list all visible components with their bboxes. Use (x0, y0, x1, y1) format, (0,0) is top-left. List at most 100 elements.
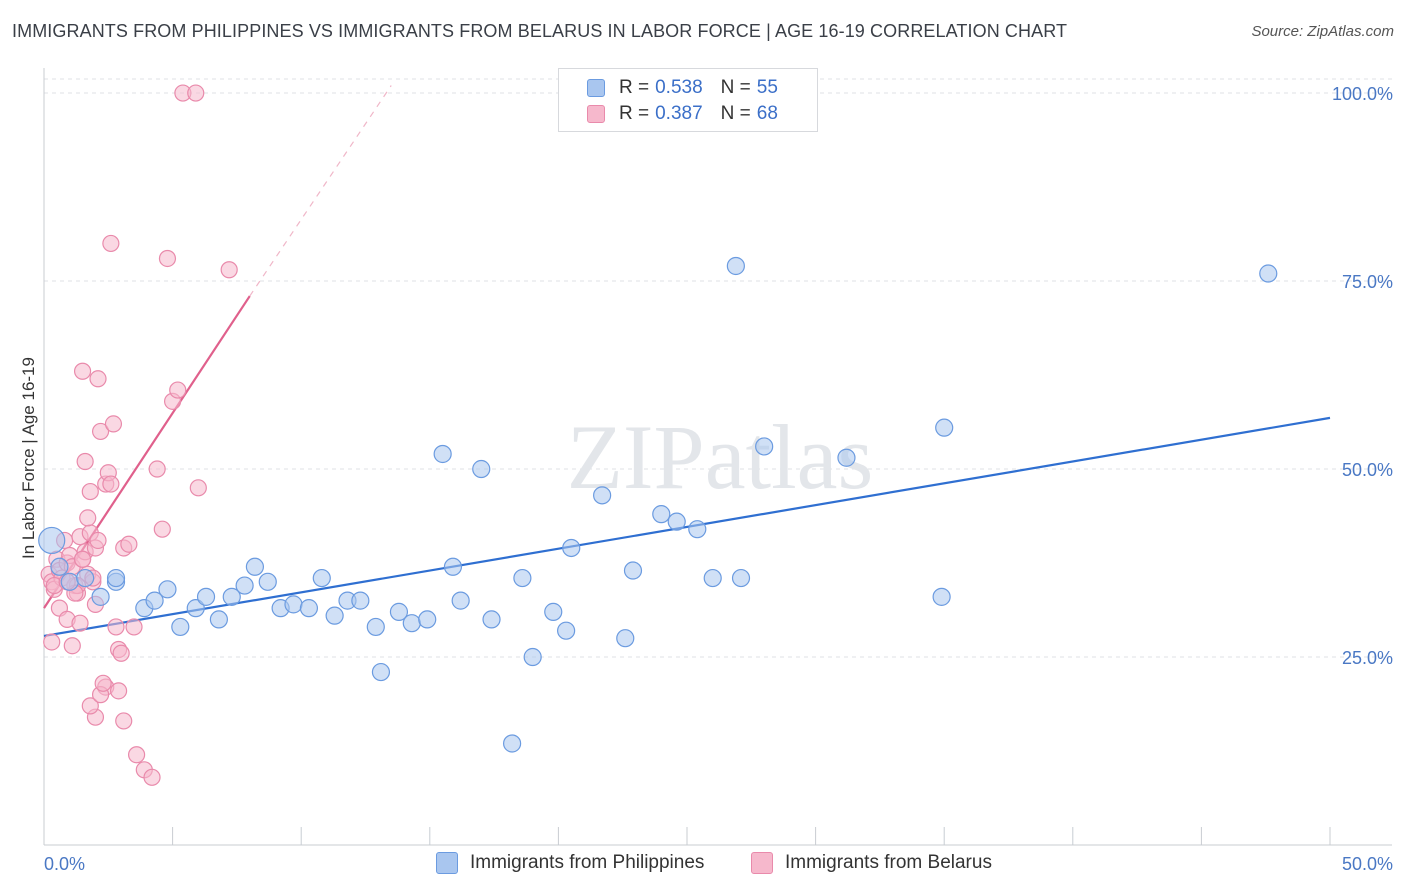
data-point-philippines (523, 647, 542, 667)
data-point-philippines (371, 662, 391, 682)
data-point-belarus (107, 618, 125, 636)
data-point-belarus (73, 362, 92, 380)
data-point-belarus (187, 84, 205, 102)
data-point-philippines (623, 561, 643, 580)
data-point-philippines (312, 568, 331, 588)
y-axis-label: In Labor Force | Age 16-19 (19, 357, 38, 559)
y-tick-label: 25.0% (1342, 648, 1393, 668)
data-point-philippines (726, 256, 745, 276)
data-point-belarus (102, 475, 120, 493)
data-point-philippines (389, 602, 409, 621)
data-point-belarus (115, 712, 133, 730)
data-point-philippines (418, 610, 437, 629)
data-point-philippines (443, 557, 463, 576)
data-point-philippines (932, 587, 951, 606)
data-point-philippines (366, 617, 385, 637)
data-point-philippines (616, 629, 635, 648)
bottom-legend-label-philippines: Immigrants from Philippines (470, 852, 705, 873)
legend-n-label: N = (720, 103, 751, 124)
data-point-belarus (143, 768, 161, 786)
legend-r-label: R = (619, 77, 650, 98)
data-point-philippines (50, 557, 69, 576)
y-tick-label: 100.0% (1332, 84, 1393, 104)
data-point-philippines (196, 587, 216, 606)
data-point-philippines (703, 568, 722, 588)
data-point-philippines (38, 526, 66, 555)
data-point-belarus (120, 535, 138, 553)
data-point-belarus (71, 614, 89, 632)
bottom-legend-swatch-blue (436, 852, 458, 874)
data-point-philippines (76, 568, 95, 588)
data-point-philippines (245, 557, 265, 576)
bottom-legend-label-belarus: Immigrants from Belarus (785, 852, 992, 873)
points-philippines (38, 256, 1278, 753)
bottom-legend-belarus: Immigrants from Belarus (751, 852, 992, 874)
data-point-philippines (1259, 264, 1278, 283)
data-point-philippines (667, 512, 686, 531)
data-point-belarus (109, 682, 128, 700)
data-point-belarus (79, 509, 97, 527)
data-point-belarus (127, 746, 146, 764)
data-point-philippines (433, 444, 452, 464)
data-point-philippines (472, 459, 491, 479)
data-point-philippines (351, 591, 370, 610)
data-point-belarus (125, 618, 143, 636)
data-point-belarus (148, 460, 166, 478)
data-point-philippines (171, 617, 190, 637)
data-point-philippines (186, 599, 205, 618)
data-point-belarus (89, 370, 107, 388)
trend-line-philippines (43, 416, 1331, 638)
x-tick-label-max: 50.0% (1342, 854, 1393, 874)
points-belarus (40, 84, 238, 786)
data-point-belarus (220, 261, 238, 279)
data-point-belarus (73, 550, 92, 568)
data-point-belarus (89, 531, 107, 550)
data-point-philippines (503, 734, 522, 753)
data-point-philippines (755, 437, 774, 456)
legend-r-value: 0.387 (655, 103, 703, 124)
data-point-philippines (513, 568, 532, 588)
trend-lines (43, 85, 1331, 638)
data-point-philippines (652, 505, 671, 524)
axes (43, 68, 1392, 846)
data-point-philippines (688, 520, 707, 539)
y-tick-label: 75.0% (1342, 272, 1393, 292)
data-point-belarus (63, 637, 81, 655)
data-point-philippines (731, 568, 751, 588)
data-point-belarus (43, 633, 61, 651)
data-point-philippines (402, 614, 421, 633)
data-point-philippines (60, 572, 79, 591)
data-point-philippines (145, 591, 164, 610)
data-point-philippines (562, 538, 581, 558)
data-point-belarus (104, 415, 123, 433)
data-point-philippines (284, 595, 303, 614)
data-point-philippines (544, 602, 563, 621)
legend-n-label: N = (720, 77, 751, 98)
legend-r-label: R = (619, 103, 650, 124)
data-point-philippines (935, 418, 954, 437)
data-point-philippines (91, 587, 110, 606)
data-point-belarus (76, 452, 94, 471)
data-point-belarus (189, 479, 207, 497)
data-point-philippines (451, 591, 470, 610)
legend-row-philippines: R = 0.538 N = 55 (587, 77, 778, 99)
legend-n-value: 55 (756, 77, 778, 98)
y-tick-labels: 25.0% 50.0% 75.0% 100.0% (1332, 84, 1393, 668)
bottom-legend-philippines: Immigrants from Philippines (436, 852, 704, 874)
data-point-philippines (299, 599, 319, 618)
grid-lines (44, 78, 1392, 658)
watermark: ZIPatlas (567, 406, 874, 508)
source-label: Source: ZipAtlas.com (1251, 23, 1394, 40)
data-point-belarus (91, 422, 110, 441)
watermark-text: ZIPatlas (567, 406, 874, 508)
x-tick-label-min: 0.0% (44, 854, 85, 874)
data-point-philippines (482, 610, 501, 629)
data-point-belarus (102, 234, 120, 253)
data-point-philippines (106, 568, 126, 588)
data-point-philippines (593, 486, 612, 505)
data-point-philippines (158, 580, 177, 599)
bottom-legend-swatch-pink (751, 852, 773, 874)
legend-row-belarus: R = 0.387 N = 68 (587, 103, 778, 125)
data-point-belarus (81, 697, 99, 715)
